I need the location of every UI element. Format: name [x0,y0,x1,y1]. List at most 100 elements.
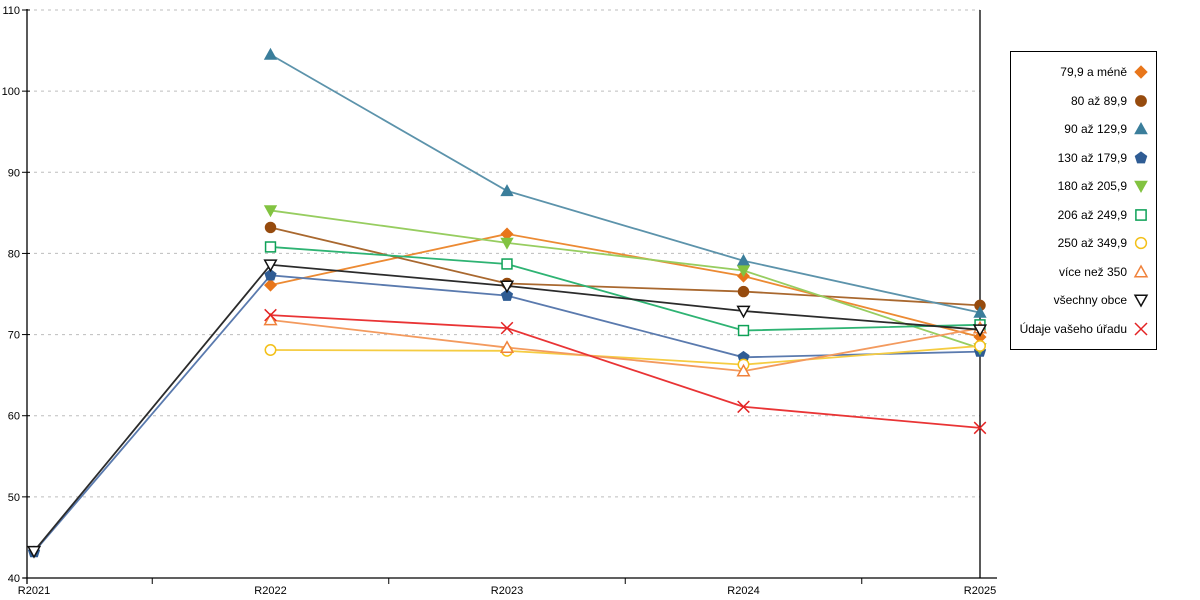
legend-label: 90 až 129,9 [1064,122,1127,137]
legend-item-1: 79,9 a méně [1015,60,1149,84]
x-tick-label: R2023 [491,585,523,597]
legend-label: 206 až 249,9 [1057,207,1127,222]
series-line [270,319,981,372]
triangle-up-marker-icon [1134,122,1148,135]
series-line [270,314,981,429]
triangle-down-marker-icon [499,280,515,294]
series-line [270,246,981,332]
legend-item-10: Údaje vašeho úřadu [1015,317,1149,341]
triangle-up-marker-icon [263,312,278,326]
legend-item-6: 206 až 249,9 [1015,203,1149,227]
circle-marker-icon [264,344,277,356]
legend-item-3: 90 až 129,9 [1015,117,1149,141]
triangle-down-marker-icon [1133,294,1149,308]
legend-item-4: 130 až 179,9 [1015,146,1149,170]
x-tick-label: R2025 [964,585,996,597]
triangle-down-legend-icon [1133,294,1149,308]
circle-legend-icon [1134,237,1148,250]
square-marker-icon [737,324,750,337]
triangle-down-legend-icon [1134,180,1148,194]
circle-marker-icon [737,285,750,298]
triangle-up-marker-icon [736,363,751,377]
triangle-down-marker-icon [26,545,42,559]
circle-marker-icon [264,221,277,234]
triangle-up-marker-icon [263,47,278,60]
triangle-down-marker-icon [500,237,514,250]
triangle-down-marker-icon [736,305,751,319]
x-marker-icon [264,308,277,322]
legend-item-5: 180 až 205,9 [1015,174,1149,198]
legend-item-2: 80 až 89,9 [1015,89,1149,113]
chart-legend: 79,9 a méně 80 až 89,9 90 až 129,9 130 až 1… [1010,51,1157,350]
legend-label: všechny obce [1053,293,1127,308]
triangle-up-legend-icon [1134,122,1148,135]
series-3 [263,47,987,318]
y-tick-label: 100 [2,86,20,98]
series-line [33,263,981,552]
triangle-up-marker-icon [499,340,515,353]
x-legend-icon [1134,322,1148,336]
series-line [270,209,981,350]
y-tick-label: 80 [8,248,20,260]
triangle-down-marker-icon [1134,180,1148,194]
legend-label: více než 350 [1058,264,1127,279]
legend-label: Údaje vašeho úřadu [1019,321,1127,336]
legend-item-9: všechny obce [1015,288,1149,312]
triangle-up-legend-icon [1133,264,1149,278]
x-marker-icon [973,421,987,435]
series-8 [263,312,988,377]
y-tick-label: 40 [8,573,20,585]
series-7 [264,339,986,371]
x-marker-icon [737,400,750,414]
series-9 [26,259,988,559]
x-tick-label: R2021 [18,585,50,597]
square-marker-icon [1135,208,1147,221]
triangle-down-marker-icon [263,259,278,273]
x-marker-icon [1134,322,1148,336]
triangle-down-marker-icon [263,205,278,218]
triangle-down-marker-icon [972,324,988,338]
triangle-up-marker-icon [500,184,514,197]
legend-label: 130 až 179,9 [1057,150,1127,165]
y-tick-label: 70 [8,330,20,342]
diamond-marker-icon [263,278,278,292]
series-line [270,345,981,366]
triangle-up-marker-icon [1133,264,1149,278]
legend-label: 79,9 a méně [1060,65,1127,80]
legend-item-8: více než 350 [1015,260,1149,284]
legend-label: 250 až 349,9 [1057,236,1127,251]
series-line [33,274,981,553]
pentagon-legend-icon [1134,151,1148,164]
series-line [270,53,981,314]
triangle-down-marker-icon [736,265,751,278]
series-line [270,226,981,307]
x-marker-icon [500,321,514,335]
square-marker-icon [501,258,513,270]
circle-legend-icon [1135,94,1147,107]
series-line [270,233,981,338]
square-marker-icon [264,241,277,253]
circle-marker-icon [1134,237,1148,250]
pentagon-marker-icon [264,268,277,281]
y-tick-label: 110 [2,5,20,17]
x-tick-label: R2024 [727,585,759,597]
legend-label: 80 až 89,9 [1070,93,1127,108]
y-tick-label: 50 [8,492,20,504]
diamond-legend-icon [1134,65,1148,79]
legend-item-7: 250 až 349,9 [1015,231,1149,255]
circle-marker-icon [974,339,986,352]
square-legend-icon [1135,208,1147,221]
series-4 [27,268,987,558]
triangle-up-marker-icon [973,305,987,318]
y-tick-label: 60 [8,411,20,423]
series-10 [264,308,987,435]
x-tick-label: R2022 [254,585,286,597]
y-tick-label: 90 [8,167,20,179]
legend-label: 180 až 205,9 [1057,179,1127,194]
pentagon-marker-icon [1134,151,1148,164]
circle-marker-icon [1135,94,1147,107]
diamond-marker-icon [1134,65,1148,79]
pentagon-marker-icon [500,289,514,301]
